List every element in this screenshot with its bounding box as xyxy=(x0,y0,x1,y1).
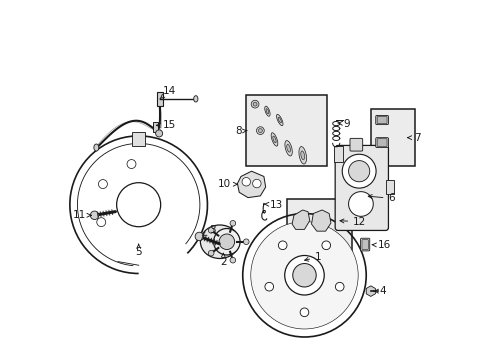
Ellipse shape xyxy=(286,144,290,152)
Ellipse shape xyxy=(278,117,281,123)
Ellipse shape xyxy=(200,225,239,258)
Circle shape xyxy=(252,179,261,188)
Bar xyxy=(385,180,394,194)
Circle shape xyxy=(335,282,344,291)
Bar xyxy=(132,132,144,146)
Ellipse shape xyxy=(256,127,264,135)
Circle shape xyxy=(278,241,286,249)
FancyBboxPatch shape xyxy=(375,138,387,148)
Circle shape xyxy=(242,177,250,186)
FancyBboxPatch shape xyxy=(361,240,367,249)
Ellipse shape xyxy=(213,229,240,255)
Text: 5: 5 xyxy=(135,244,142,257)
Ellipse shape xyxy=(300,151,304,159)
Text: 11: 11 xyxy=(72,210,91,220)
Ellipse shape xyxy=(285,140,292,156)
Ellipse shape xyxy=(264,106,269,116)
Bar xyxy=(286,199,351,254)
Circle shape xyxy=(229,220,235,226)
Circle shape xyxy=(229,257,235,263)
Ellipse shape xyxy=(276,114,283,126)
Text: 3: 3 xyxy=(202,225,215,235)
Circle shape xyxy=(97,218,105,226)
Ellipse shape xyxy=(265,109,268,114)
Text: 6: 6 xyxy=(367,193,394,203)
Circle shape xyxy=(292,264,316,287)
Circle shape xyxy=(219,234,234,249)
Bar xyxy=(246,95,327,166)
Circle shape xyxy=(348,192,372,216)
Circle shape xyxy=(342,154,375,188)
Bar xyxy=(152,122,158,132)
Ellipse shape xyxy=(298,147,306,164)
Circle shape xyxy=(284,256,324,295)
Text: 12: 12 xyxy=(339,217,366,227)
Text: 4: 4 xyxy=(373,286,385,296)
Circle shape xyxy=(195,232,203,241)
FancyBboxPatch shape xyxy=(349,138,362,151)
Circle shape xyxy=(243,239,248,244)
Polygon shape xyxy=(311,210,330,231)
Polygon shape xyxy=(237,171,265,198)
Ellipse shape xyxy=(270,133,277,146)
Ellipse shape xyxy=(251,100,259,108)
Text: 2: 2 xyxy=(220,253,226,267)
Ellipse shape xyxy=(193,96,198,102)
Text: 7: 7 xyxy=(407,133,420,143)
FancyBboxPatch shape xyxy=(376,139,386,147)
Bar xyxy=(334,147,343,162)
Circle shape xyxy=(321,241,330,249)
Circle shape xyxy=(208,228,214,233)
Circle shape xyxy=(348,161,369,182)
Text: 16: 16 xyxy=(371,240,390,250)
Text: 8: 8 xyxy=(235,126,247,136)
Circle shape xyxy=(300,308,308,317)
Bar xyxy=(157,92,163,106)
FancyBboxPatch shape xyxy=(360,238,369,251)
Circle shape xyxy=(117,183,161,227)
Circle shape xyxy=(98,180,107,189)
Circle shape xyxy=(250,221,357,329)
Circle shape xyxy=(127,159,136,168)
Text: 15: 15 xyxy=(156,120,176,130)
Text: 13: 13 xyxy=(264,200,283,210)
FancyBboxPatch shape xyxy=(375,116,387,125)
Circle shape xyxy=(264,282,273,291)
Circle shape xyxy=(155,130,163,137)
Text: 9: 9 xyxy=(337,118,349,129)
Ellipse shape xyxy=(94,144,99,151)
Circle shape xyxy=(90,211,99,220)
Ellipse shape xyxy=(253,102,257,106)
Polygon shape xyxy=(291,210,309,229)
Bar xyxy=(370,109,414,166)
Text: 1: 1 xyxy=(304,252,321,262)
Ellipse shape xyxy=(258,129,262,132)
FancyBboxPatch shape xyxy=(334,145,387,230)
Circle shape xyxy=(208,250,214,256)
FancyBboxPatch shape xyxy=(376,117,386,123)
Text: 14: 14 xyxy=(160,86,176,99)
Text: 10: 10 xyxy=(218,179,237,189)
Ellipse shape xyxy=(272,136,276,143)
